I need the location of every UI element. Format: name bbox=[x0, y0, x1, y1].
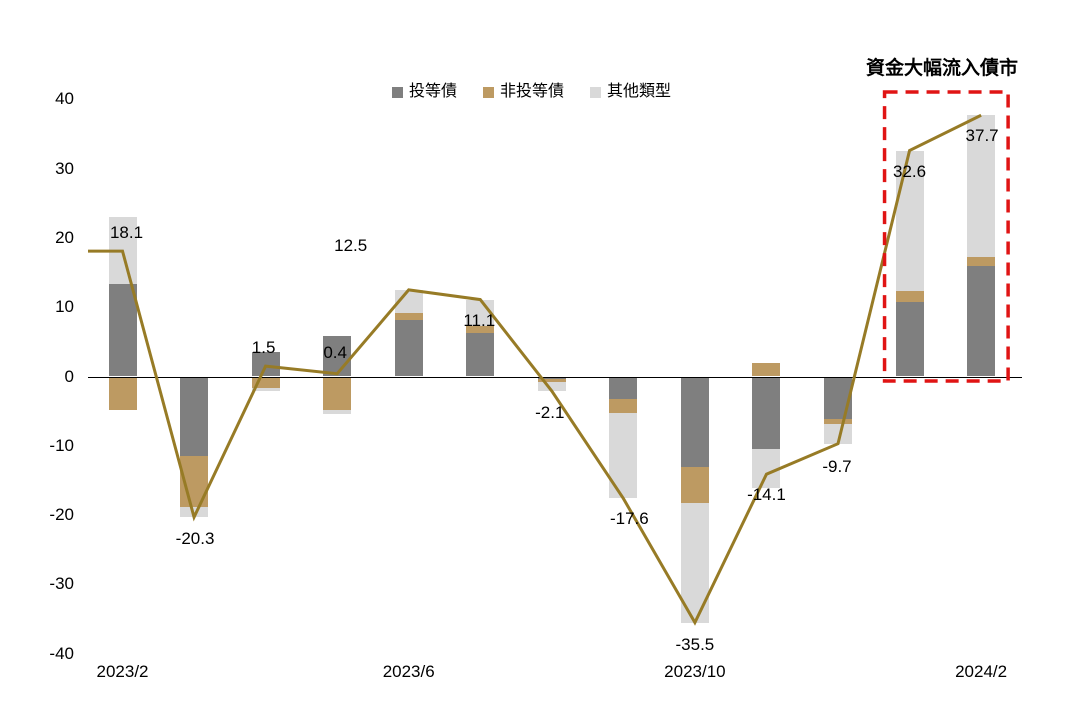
bar-segment bbox=[752, 448, 781, 489]
data-label: 37.7 bbox=[965, 126, 999, 146]
legend-item-non-investment-grade: 非投等債 bbox=[483, 83, 564, 101]
x-axis-tick-label: 2023/6 bbox=[382, 662, 435, 681]
data-label: -20.3 bbox=[175, 529, 215, 549]
bar-segment bbox=[824, 419, 852, 424]
bar-segment bbox=[394, 313, 423, 321]
bar-segment bbox=[323, 409, 352, 414]
bar-segment bbox=[323, 376, 352, 410]
total-line bbox=[88, 113, 982, 626]
bar-segment bbox=[537, 379, 566, 383]
y-axis-tick-label: 10 bbox=[55, 297, 74, 317]
y-axis-tick-label: -30 bbox=[49, 574, 74, 594]
y-axis-tick-label: 30 bbox=[55, 158, 74, 178]
zero-axis-line bbox=[88, 376, 1022, 378]
bar-segment bbox=[967, 266, 996, 377]
legend-label: 非投等債 bbox=[500, 83, 565, 100]
bar-segment bbox=[967, 115, 996, 258]
bar-segment bbox=[108, 376, 137, 411]
legend-swatch-icon bbox=[483, 86, 495, 98]
legend-swatch-icon bbox=[590, 86, 602, 98]
data-label: 11.1 bbox=[463, 310, 496, 330]
bar-segment bbox=[895, 301, 924, 377]
legend-item-other-types: 其他類型 bbox=[590, 83, 671, 101]
bar-segment bbox=[824, 423, 852, 444]
bar-segment bbox=[394, 289, 423, 314]
bar-segment bbox=[680, 376, 709, 467]
bar-segment bbox=[609, 376, 638, 399]
bar-segment bbox=[967, 257, 996, 267]
x-axis-tick-label: 2023/10 bbox=[664, 662, 726, 681]
annotation-title: 資金大幅流入債市 bbox=[866, 58, 1019, 79]
bar-segment bbox=[824, 376, 852, 420]
bar-segment bbox=[394, 320, 423, 377]
data-label: 1.5 bbox=[251, 338, 276, 358]
bar-segment bbox=[680, 466, 709, 504]
data-label: -14.1 bbox=[747, 485, 786, 505]
y-axis-tick-label: 0 bbox=[64, 366, 74, 386]
data-label: 0.4 bbox=[323, 342, 347, 362]
bar-segment bbox=[251, 388, 280, 392]
bar-segment bbox=[752, 362, 781, 377]
legend-item-investment-grade: 投等債 bbox=[392, 83, 457, 101]
bar-segment bbox=[537, 382, 566, 392]
bar-segment bbox=[895, 150, 924, 291]
bar-segment bbox=[108, 284, 137, 377]
legend-swatch-icon bbox=[392, 86, 403, 98]
data-label: -9.7 bbox=[822, 456, 852, 476]
data-label: 12.5 bbox=[334, 235, 368, 255]
bar-segment bbox=[251, 351, 280, 377]
legend: 投等債 非投等債 其他類型 bbox=[392, 83, 671, 101]
y-axis-tick-label: -10 bbox=[49, 435, 74, 455]
data-label: 18.1 bbox=[109, 223, 144, 243]
bar-segment bbox=[180, 376, 209, 457]
x-axis-tick-label: 2023/2 bbox=[96, 662, 149, 681]
data-label: -2.1 bbox=[535, 403, 565, 423]
bar-segment bbox=[895, 290, 924, 302]
y-axis-tick-label: -20 bbox=[49, 505, 74, 525]
data-label: 32.6 bbox=[893, 161, 927, 181]
bar-segment bbox=[251, 376, 280, 389]
legend-label: 投等債 bbox=[409, 83, 458, 100]
x-axis-tick-label: 2024/2 bbox=[955, 662, 1008, 681]
data-label: -17.6 bbox=[609, 509, 649, 529]
annotation-box bbox=[882, 90, 1010, 383]
bar-segment bbox=[609, 398, 638, 413]
y-axis-tick-label: 20 bbox=[55, 227, 74, 247]
y-axis-tick-label: 40 bbox=[55, 89, 74, 109]
bar-segment bbox=[323, 336, 352, 377]
bar-segment bbox=[466, 325, 495, 333]
legend-label: 其他類型 bbox=[607, 83, 672, 100]
y-axis-tick-label: -40 bbox=[49, 643, 74, 663]
bar-segment bbox=[466, 332, 495, 377]
bar-segment bbox=[752, 376, 781, 449]
data-label: -35.5 bbox=[675, 634, 715, 654]
